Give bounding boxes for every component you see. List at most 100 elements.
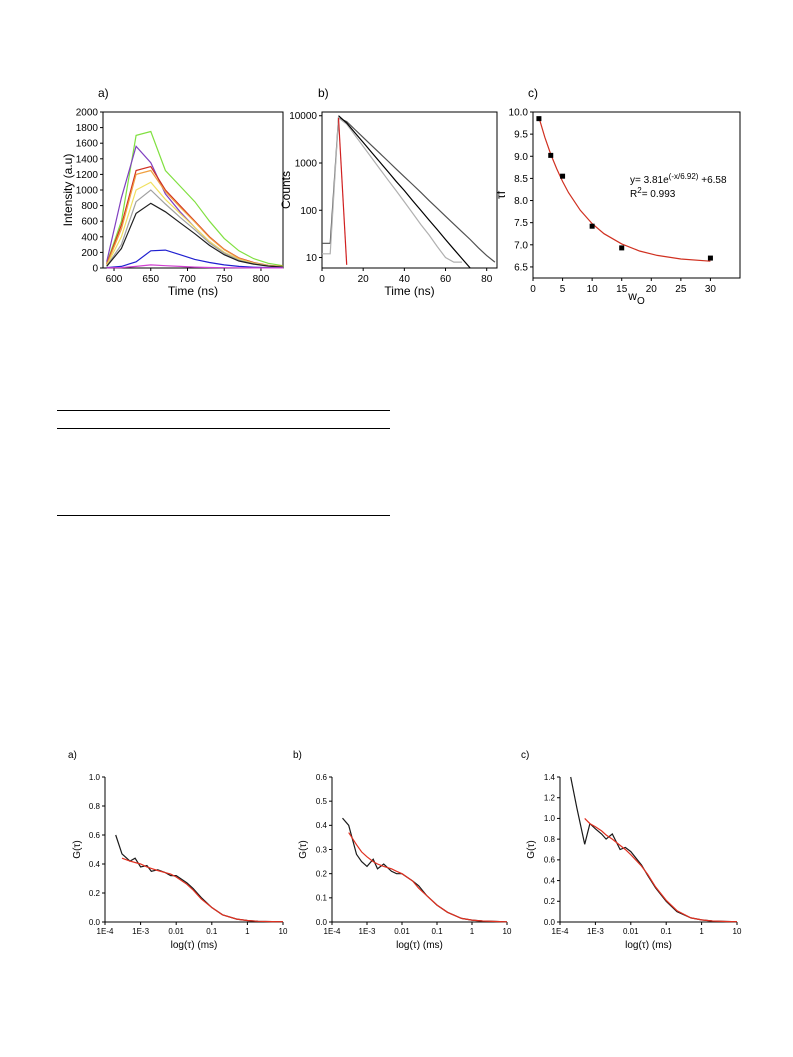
x-axis-label: log(τ) (ms): [171, 940, 218, 951]
x-tick-label: 0.1: [661, 927, 673, 936]
x-tick-label: 0: [319, 274, 325, 285]
data-line: [342, 817, 508, 923]
data-point: [560, 173, 566, 179]
data-point: [619, 245, 625, 251]
x-tick-label: 15: [616, 284, 628, 295]
y-tick-label: 1800: [76, 123, 99, 134]
x-tick-label: 0.1: [206, 927, 218, 936]
table-rule: [57, 410, 390, 411]
x-tick-label: 20: [358, 274, 370, 285]
x-tick-label: 0.01: [623, 927, 639, 936]
plot-frame: [102, 111, 284, 269]
x-tick-label: 80: [481, 274, 493, 285]
x-tick-label: 10: [587, 284, 599, 295]
x-tick-label: 0.01: [394, 927, 410, 936]
y-tick-label: 800: [81, 201, 98, 212]
data-point: [536, 116, 542, 122]
y-tick-label: 0.4: [89, 860, 101, 869]
panel-label: b): [318, 86, 329, 100]
y-axis-label: Counts: [279, 171, 293, 209]
y-tick-label: 0.6: [89, 831, 101, 840]
data-line: [106, 264, 283, 269]
annotation: y= 3.81e(-x/6.92) +6.58: [630, 172, 727, 186]
x-axis-label: log(τ) (ms): [625, 940, 672, 951]
data-line: [322, 116, 496, 263]
y-axis-label: Intensity (a.u): [61, 154, 75, 227]
annotation-part: R: [630, 189, 637, 200]
y-tick-label: 0.2: [544, 897, 556, 906]
x-tick-label: 1E-4: [324, 927, 341, 936]
x-tick-label: 1: [699, 927, 704, 936]
x-tick-label: 10: [733, 927, 742, 936]
y-tick-label: 8.0: [514, 196, 528, 207]
y-tick-label: 200: [81, 248, 98, 259]
y-tick-label: 9.0: [514, 152, 528, 163]
y-tick-label: 0.0: [316, 918, 328, 927]
x-tick-label: 0: [530, 284, 536, 295]
data-line: [106, 145, 284, 268]
x-tick-label: 20: [646, 284, 658, 295]
y-tick-label: 0.2: [89, 889, 101, 898]
y-axis-label: G(τ): [526, 840, 537, 858]
y-tick-label: 10.0: [509, 108, 529, 119]
data-line: [570, 776, 738, 923]
x-tick-label: 1E-3: [587, 927, 604, 936]
y-tick-label: 1.4: [544, 773, 556, 782]
x-tick-label: 800: [253, 274, 270, 285]
plot-frame: [321, 111, 498, 269]
y-tick-label: 0.8: [89, 802, 101, 811]
y-tick-label: 1000: [295, 158, 318, 169]
y-tick-label: 6.5: [514, 262, 528, 273]
y-tick-label: 7.5: [514, 218, 528, 229]
y-tick-label: 600: [81, 217, 98, 228]
y-tick-label: 0: [92, 264, 98, 275]
x-tick-label: 1: [470, 927, 475, 936]
x-tick-label: 0.1: [431, 927, 443, 936]
y-tick-label: 2000: [76, 108, 99, 119]
data-line: [106, 181, 284, 268]
data-point: [548, 152, 554, 158]
data-line: [337, 117, 348, 265]
plot-frame: [532, 111, 741, 279]
annotation-part: y= 3.81e: [630, 175, 669, 186]
y-axis-label: G(τ): [72, 840, 83, 858]
y-tick-label: 1400: [76, 154, 99, 165]
panel-label: a): [98, 86, 109, 100]
data-line: [338, 115, 471, 269]
data-line: [106, 169, 284, 268]
y-tick-label: 7.0: [514, 240, 528, 251]
x-tick-label: 10: [503, 927, 512, 936]
y-axis-label: τf: [494, 190, 508, 199]
x-tick-label: 60: [440, 274, 452, 285]
y-tick-label: 0.4: [316, 821, 328, 830]
x-tick-label: 600: [106, 274, 123, 285]
y-tick-label: 10000: [289, 111, 317, 122]
y-tick-label: 1.0: [89, 773, 101, 782]
data-line: [121, 857, 284, 923]
y-tick-label: 0.0: [89, 918, 101, 927]
x-tick-label: 750: [216, 274, 233, 285]
x-tick-label: 1E-3: [132, 927, 149, 936]
data-line: [584, 817, 738, 923]
data-point: [589, 223, 595, 229]
x-tick-label: 1E-4: [552, 927, 569, 936]
data-line: [106, 165, 284, 267]
annotation-part: (-x/6.92): [669, 172, 699, 181]
x-tick-label: 40: [399, 274, 411, 285]
x-axis-label: Time (ns): [168, 284, 218, 298]
y-tick-label: 1200: [76, 170, 99, 181]
data-point: [707, 255, 713, 261]
x-tick-label: 25: [675, 284, 687, 295]
x-tick-label: 1E-3: [359, 927, 376, 936]
y-tick-label: 0.6: [544, 856, 556, 865]
panel-label: a): [68, 750, 77, 761]
x-tick-label: 30: [705, 284, 717, 295]
y-tick-label: 8.5: [514, 174, 528, 185]
data-line: [106, 202, 284, 268]
annotation-part: = 0.993: [642, 189, 676, 200]
x-axis-label-sub: O: [637, 296, 645, 307]
annotation: R2= 0.993: [630, 186, 676, 200]
x-tick-label: 700: [179, 274, 196, 285]
y-tick-label: 1000: [76, 186, 99, 197]
